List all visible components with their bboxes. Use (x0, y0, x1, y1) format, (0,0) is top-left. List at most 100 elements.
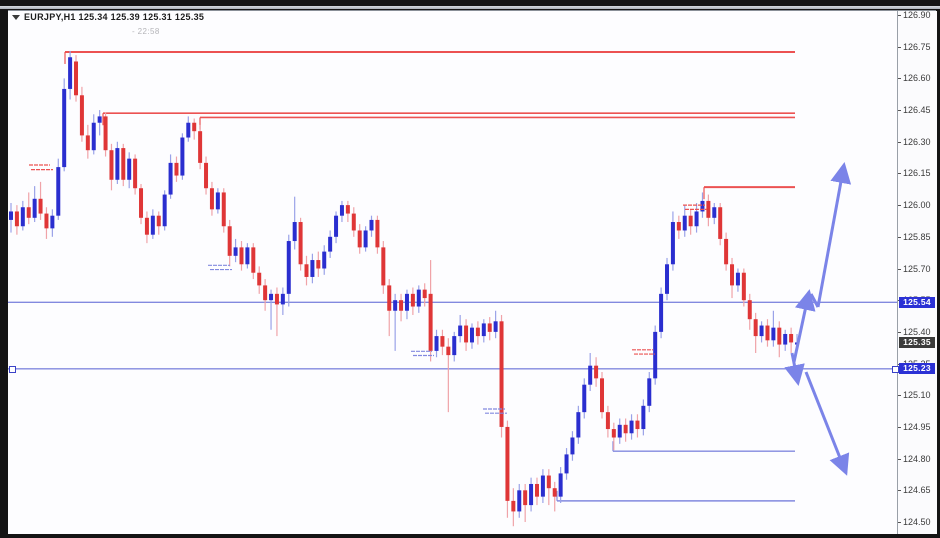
chart-dropdown-icon[interactable] (12, 14, 20, 20)
candle (204, 162, 209, 189)
candle (56, 167, 61, 216)
candle (493, 321, 498, 332)
candle (505, 426, 510, 501)
candle (286, 241, 291, 294)
price-axis[interactable]: 126.90 126.75 126.60 126.45 126.30 126.15 126.… (897, 10, 937, 534)
candle (428, 293, 433, 351)
projection-arrow (792, 289, 816, 363)
candle (369, 219, 374, 231)
candle (103, 116, 108, 151)
axis-tick-label: 126.60 (903, 73, 931, 84)
candle (251, 247, 256, 273)
candle (121, 148, 126, 180)
candle (552, 488, 557, 497)
candle (670, 222, 675, 265)
axis-tick-label: 124.50 (903, 517, 931, 527)
axis-tick (898, 395, 901, 397)
candle (257, 272, 262, 286)
candle (74, 61, 79, 96)
axis-tick-label: 126.00 (903, 200, 931, 211)
candle (665, 264, 670, 294)
candle (91, 122, 96, 151)
candle (404, 293, 409, 311)
candle (570, 437, 575, 455)
candle (115, 148, 120, 180)
candle (659, 293, 664, 332)
candle (292, 222, 297, 242)
symbol-ohlc-text: EURJPY,H1 125.34 125.39 125.31 125.35 (24, 12, 205, 22)
current-price-badge: 125.35 (899, 336, 935, 348)
axis-tick-label: 125.10 (903, 390, 931, 401)
projection-arrow (809, 293, 820, 308)
candle (186, 122, 191, 138)
candle (623, 424, 628, 434)
candle (475, 327, 480, 337)
line-drag-handle[interactable] (892, 365, 899, 373)
window-top-edge (0, 6, 940, 9)
axis-tick (898, 141, 901, 143)
candle (777, 327, 782, 345)
axis-tick-label: 126.45 (903, 105, 931, 116)
candle (617, 424, 622, 438)
candle (62, 88, 67, 168)
candle (647, 378, 652, 406)
candle (759, 325, 764, 337)
symbol-ohlc-line: EURJPY,H1 125.34 125.39 125.31 125.35 (12, 12, 204, 22)
candle (127, 158, 132, 180)
candle (676, 222, 681, 231)
candle (653, 331, 658, 379)
candle (771, 327, 776, 341)
candle (334, 215, 339, 237)
candle (144, 217, 149, 235)
axis-tick (898, 78, 901, 80)
candlestick-chart (8, 50, 897, 527)
candle (546, 475, 551, 489)
axis-tick (898, 236, 901, 238)
candle (594, 365, 599, 379)
candle (718, 207, 723, 239)
candle (357, 230, 362, 248)
candle (345, 205, 350, 214)
candle (783, 333, 788, 345)
candle (789, 333, 794, 343)
candle (38, 198, 43, 214)
candle (79, 95, 84, 136)
candle (741, 272, 746, 301)
candle (694, 211, 699, 227)
axis-tick-label: 126.75 (903, 41, 931, 52)
candle (558, 473, 563, 497)
axis-tick (898, 110, 901, 112)
candle (269, 293, 274, 301)
candle (469, 327, 474, 343)
axis-tick-label: 125.70 (903, 263, 931, 274)
candle (765, 325, 770, 341)
candle (44, 213, 49, 229)
axis-tick (898, 173, 901, 175)
candle (706, 200, 711, 218)
candle (180, 137, 185, 176)
candle (487, 323, 492, 332)
candle (605, 412, 610, 430)
axis-tick-label: 126.90 (903, 10, 931, 20)
candle (747, 300, 752, 320)
candle (221, 192, 226, 227)
candle (735, 272, 740, 286)
candle (168, 162, 173, 195)
candle (529, 483, 534, 506)
candle (582, 384, 587, 413)
candle (576, 412, 581, 438)
candle (304, 264, 309, 277)
line-drag-handle[interactable] (9, 365, 16, 373)
candle (481, 323, 486, 337)
candle (316, 260, 321, 269)
candle (32, 198, 37, 218)
candle (641, 405, 646, 430)
candle (564, 454, 569, 474)
candle (375, 219, 380, 248)
candle (239, 247, 244, 265)
chart-window: 126.90 126.75 126.60 126.45 126.30 126.15 126.… (8, 10, 937, 534)
candle (351, 213, 356, 231)
candle (174, 162, 179, 176)
candle (387, 285, 392, 311)
